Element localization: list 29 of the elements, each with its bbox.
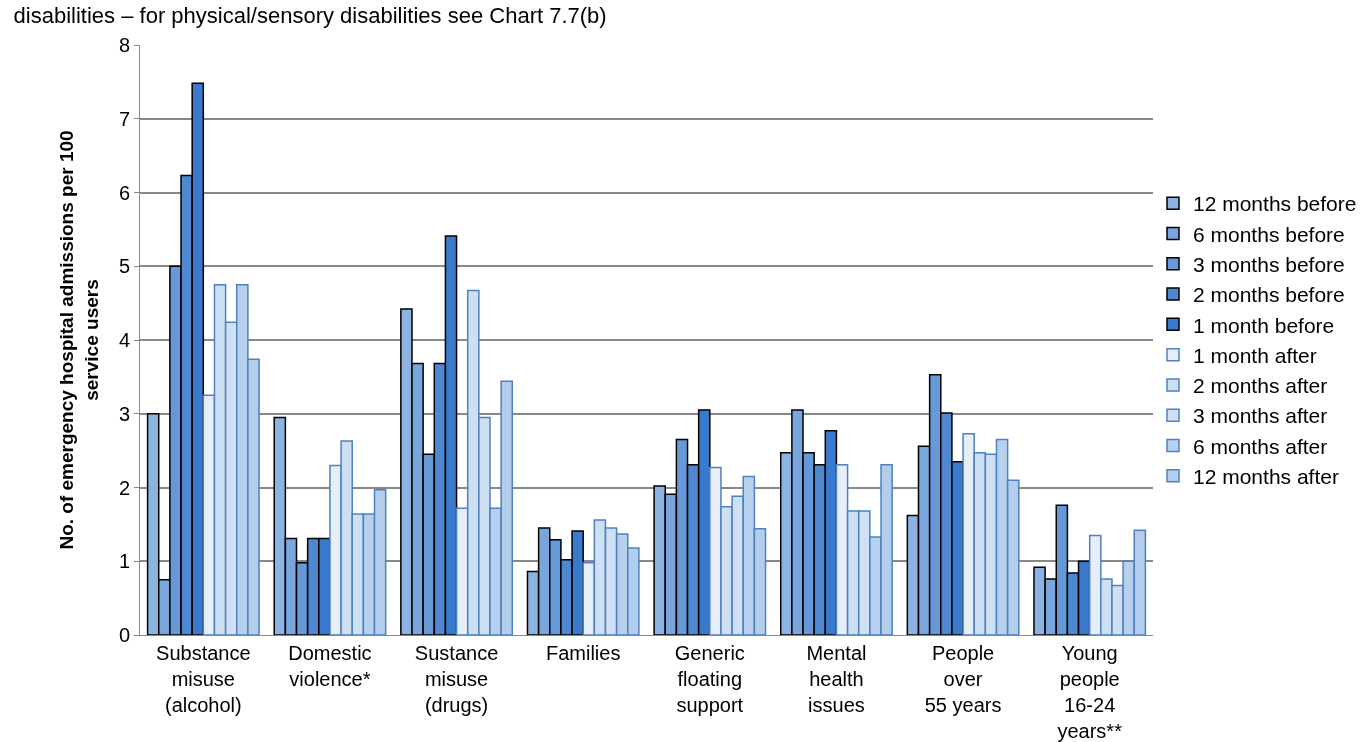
chart-title: disabilities – for physical/sensory disabilities see Chart 7.7(b) <box>13 2 607 28</box>
y-tick-label: 6 <box>118 181 130 204</box>
y-tick-label: 7 <box>118 107 130 130</box>
legend-label: 2 months after <box>1193 374 1328 398</box>
x-tick-label: Families <box>545 642 621 664</box>
legend-label: 6 months after <box>1193 434 1328 458</box>
legend-label: 12 months after <box>1193 465 1339 489</box>
y-tick-label: 5 <box>118 255 130 278</box>
y-tick-label: 4 <box>118 329 130 351</box>
y-tick-label: 8 <box>118 34 130 56</box>
x-tick-label: Sustance misuse (drugs) <box>414 642 499 716</box>
x-tick-label: Generic floating support <box>674 642 745 716</box>
legend-label: 1 month after <box>1193 343 1317 367</box>
x-tick-label: People over 55 years <box>924 642 1002 716</box>
legend-label: 3 months after <box>1193 404 1328 428</box>
x-tick-label: Young people 16-24 years** <box>1057 642 1123 742</box>
x-tick-label: Domestic violence* <box>288 642 372 690</box>
y-tick-label: 3 <box>118 402 130 425</box>
x-tick-label: Substance misuse (alcohol) <box>156 642 251 716</box>
legend-label: 3 months before <box>1193 252 1345 276</box>
legend-label: 1 month before <box>1193 313 1335 337</box>
legend-label: 2 months before <box>1193 283 1345 307</box>
y-axis-title: No. of emergency hospital admissions per 100 service users <box>56 130 102 550</box>
legend-label: 12 months before <box>1193 192 1357 216</box>
y-tick-label: 0 <box>118 624 130 646</box>
legend-label: 6 months before <box>1193 222 1345 246</box>
y-tick-label: 2 <box>118 476 130 499</box>
y-tick-label: 1 <box>118 550 130 573</box>
x-tick-label: Mental health issues <box>806 642 867 716</box>
